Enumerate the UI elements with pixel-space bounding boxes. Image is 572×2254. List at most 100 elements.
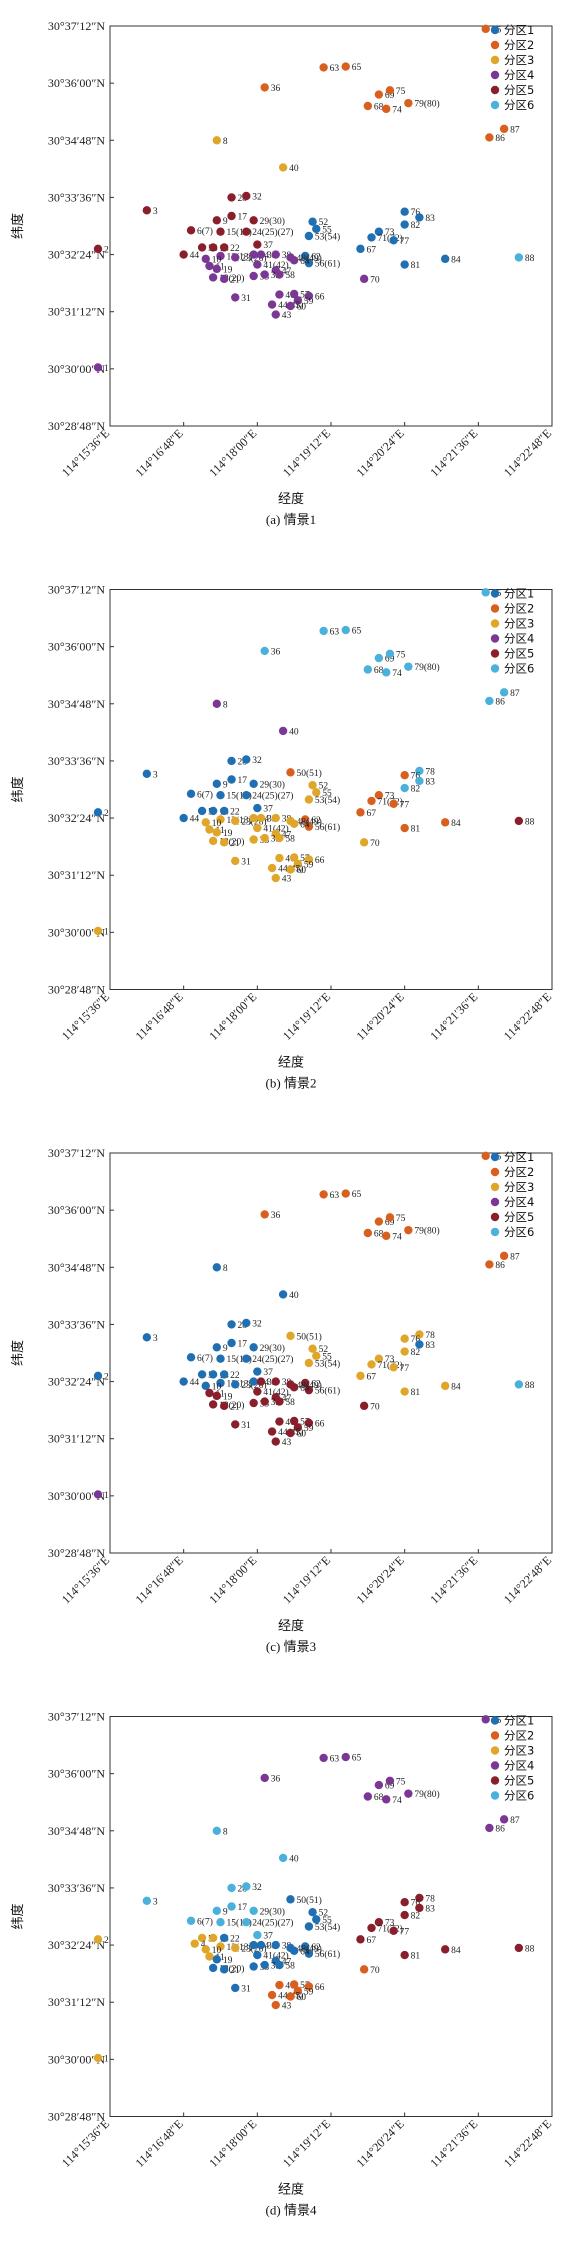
data-point [359, 274, 369, 284]
data-point [400, 823, 409, 833]
y-tick-label: 30°37′12″N [48, 1146, 105, 1160]
data-point-label: 75 [396, 87, 406, 97]
x-tick-label: 114°19′12″E [280, 1553, 333, 1606]
data-point-label: 10 [212, 1382, 222, 1392]
data-point-label: 84 [451, 1946, 461, 1956]
data-point [253, 240, 262, 249]
data-point-label: 46 [285, 1982, 295, 1992]
data-point-label: 21 [230, 839, 240, 849]
data-point-label: 19 [223, 829, 233, 839]
data-point-label: 22 [230, 1371, 240, 1381]
data-point-label: 41(42) [263, 260, 288, 271]
data-point-label: 40 [289, 1854, 299, 1864]
data-point-label: 67 [366, 245, 376, 255]
data-point-label: 53(54) [315, 232, 340, 243]
data-point-label: 63 [330, 627, 340, 637]
data-point [356, 1935, 365, 1944]
data-point-label: 58 [285, 271, 295, 281]
data-point [242, 1318, 251, 1328]
data-point [367, 1923, 376, 1933]
data-point-label: 24(25)(27) [252, 791, 293, 802]
data-point [186, 226, 196, 235]
data-point-label: 36 [271, 1211, 281, 1221]
data-point-label: 88 [525, 817, 535, 827]
data-point [363, 1228, 373, 1238]
data-point [186, 1353, 196, 1362]
data-point-label: 73 [385, 792, 395, 802]
data-point-label: 50(51) [296, 768, 321, 779]
y-tick-label: 30°32′24″N [48, 1938, 105, 1952]
y-tick-label: 30°31′12″N [48, 1432, 105, 1446]
x-tick-label: 114°16′48″E [133, 426, 186, 479]
data-point-label: 88 [525, 254, 535, 264]
data-point-label: 63 [330, 1754, 340, 1764]
data-point [286, 768, 295, 777]
x-tick-label: 114°16′48″E [133, 1553, 186, 1606]
data-point-label: 73 [385, 1355, 395, 1365]
legend-entry: 分区1 [504, 587, 534, 601]
x-tick-label: 114°15′36″E [59, 2117, 112, 2170]
data-point-label: 63 [330, 64, 340, 74]
data-point [219, 1933, 229, 1943]
data-point-label: 6(7) [197, 1916, 213, 1927]
data-point-label: 21 [230, 275, 240, 285]
data-point-label: 41(42) [263, 1951, 288, 1962]
data-point [219, 838, 229, 847]
data-point [481, 588, 490, 597]
data-point-label: 68 [374, 1230, 384, 1240]
data-point [485, 696, 494, 706]
data-point [227, 1338, 236, 1348]
data-point [293, 296, 303, 305]
data-point-label: 65 [352, 627, 362, 637]
x-tick-label: 114°22′48″E [501, 990, 554, 1043]
data-point [415, 213, 424, 222]
legend-entry: 分区2 [504, 602, 534, 616]
data-point [389, 1926, 398, 1935]
data-point-label: 40 [289, 164, 299, 174]
data-point-label: 37 [263, 1368, 273, 1378]
y-tick-label: 30°37′12″N [48, 19, 105, 33]
y-tick-label: 30°32′24″N [48, 811, 105, 825]
data-point [260, 1773, 269, 1783]
data-point [242, 1882, 251, 1891]
data-point [312, 788, 321, 797]
data-point [308, 1908, 317, 1917]
y-tick-label: 30°37′12″N [48, 1710, 105, 1724]
data-point [319, 626, 328, 636]
data-point-label: 18(20) [219, 1400, 244, 1411]
panel-caption: (d) 情景4 [266, 2203, 317, 2218]
panel-caption: (b) 情景2 [266, 1076, 317, 1091]
data-point-label: 29(30) [260, 1906, 285, 1917]
legend-entry: 分区5 [504, 1774, 534, 1788]
data-point-label: 87 [510, 1816, 520, 1826]
data-point [374, 653, 384, 663]
data-point-label: 9 [223, 217, 228, 227]
legend-entry: 分区4 [504, 1195, 534, 1209]
data-point [231, 856, 240, 866]
data-point [319, 1753, 328, 1763]
data-point-label: 2 [104, 809, 109, 819]
data-point [359, 1965, 369, 1974]
legend-marker [490, 1716, 500, 1725]
data-point [260, 270, 269, 279]
data-point [271, 1940, 280, 1950]
data-point [227, 1883, 236, 1893]
data-point [440, 1945, 450, 1954]
data-point-label: 29(30) [260, 779, 285, 790]
data-point [231, 1943, 240, 1953]
data-point [271, 873, 280, 883]
data-point [312, 1915, 321, 1924]
data-point [415, 1903, 424, 1913]
data-point [212, 828, 222, 837]
x-axis-title: 经度 [278, 1618, 304, 1634]
data-point [275, 853, 284, 863]
data-point-label: 70 [370, 1402, 380, 1412]
y-tick-label: 30°32′24″N [48, 1375, 105, 1389]
data-point-label: 56(61) [315, 259, 340, 270]
data-point-label: 79(80) [414, 1789, 439, 1800]
data-point [212, 1343, 222, 1352]
data-point [400, 1950, 409, 1960]
data-point [216, 815, 225, 824]
data-point [400, 1387, 409, 1396]
data-point [256, 1377, 266, 1386]
